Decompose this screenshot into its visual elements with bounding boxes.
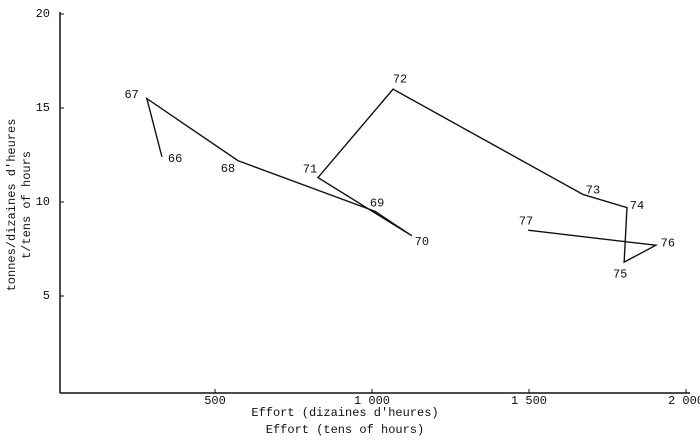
- point-label: 69: [370, 197, 384, 211]
- point-label: 70: [415, 235, 429, 249]
- point-label: 75: [613, 267, 627, 281]
- point-label: 77: [519, 214, 533, 228]
- x-axis-label: Effort (tens of hours): [266, 423, 424, 437]
- y-tick-label: 5: [43, 289, 50, 303]
- y-tick-label: 20: [36, 7, 50, 21]
- point-label: 73: [586, 184, 600, 198]
- x-tick-label: 500: [204, 394, 226, 408]
- point-label: 74: [630, 199, 644, 213]
- x-tick-label: 1 000: [354, 394, 390, 408]
- point-label: 76: [661, 236, 675, 250]
- x-axis-label: Effort (dizaines d'heures): [251, 406, 438, 420]
- point-label: 67: [124, 88, 138, 102]
- y-axis-label: tonnes/dizaines d'heures: [5, 119, 19, 292]
- point-label: 71: [303, 163, 317, 177]
- x-tick-label: 2 000: [668, 394, 700, 408]
- y-tick-label: 15: [36, 101, 50, 115]
- point-label: 66: [168, 152, 182, 166]
- y-axis-label: t/tens of hours: [20, 151, 34, 259]
- x-tick-label: 1 500: [511, 394, 547, 408]
- point-label: 72: [393, 72, 407, 86]
- point-label: 68: [221, 162, 235, 176]
- y-tick-label: 10: [36, 195, 50, 209]
- data-line: [145, 88, 659, 264]
